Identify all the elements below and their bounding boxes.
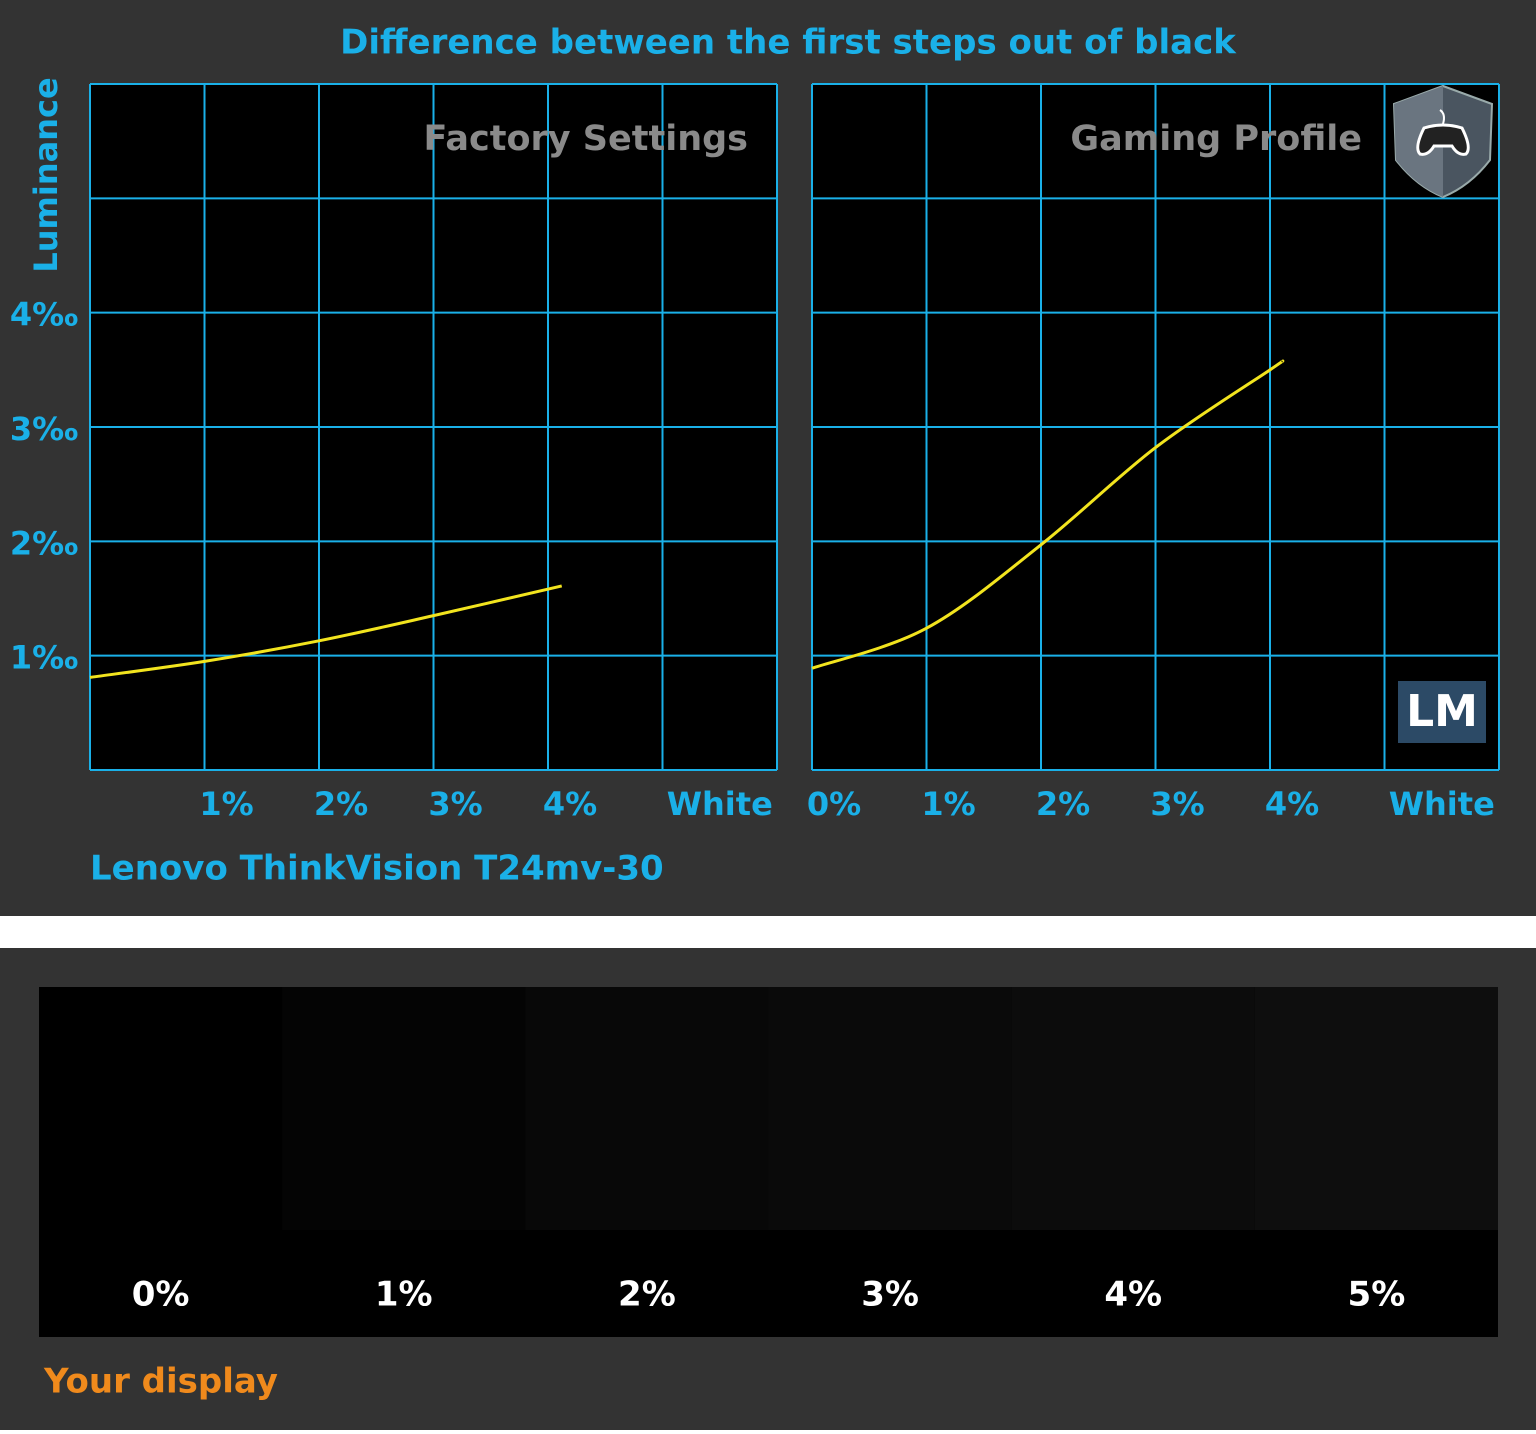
shield-logo [1392,84,1494,199]
x-tick-label: White [1389,785,1495,823]
swatch-label: 2% [618,1275,676,1315]
swatch-label: 1% [375,1275,433,1315]
swatch [525,987,769,1230]
y-tick-label: 4‰ [10,296,78,334]
swatch-label: 3% [861,1275,919,1315]
swatch [282,987,526,1230]
panel-title: Gaming Profile [1070,119,1362,159]
lm-logo: LM [1398,681,1486,743]
x-tick-label: 3% [428,785,482,823]
swatch [39,987,283,1230]
data-line [811,359,1285,670]
y-axis-label: Luminance [27,77,65,272]
x-tick-label: 2% [1036,785,1090,823]
panel-title: Factory Settings [424,119,748,159]
x-tick-label: 0% [807,785,861,823]
swatch [1011,987,1255,1230]
caption: Lenovo ThinkVision T24mv-30 [90,849,664,889]
swatch [1254,987,1498,1230]
chart-title: Difference between the first steps out o… [340,23,1237,63]
swatch-label: 5% [1348,1275,1406,1315]
x-tick-label: 1% [921,785,975,823]
x-tick-label: 4% [543,785,597,823]
logo-box [1398,681,1486,743]
swatches: 0% 1% 2% 3% 4% 5% [39,987,1498,1315]
x-tick-label: 2% [314,785,368,823]
footer: Your display [43,1362,278,1402]
swatch-label: 4% [1104,1275,1162,1315]
x-tick-label: 1% [199,785,253,823]
x-tick-label: White [667,785,773,823]
logo-text: LM [1406,686,1478,737]
line-chart: 0% 1% 2% 3% 4% White Gaming Profile [807,83,1500,823]
charts: 1‰ 2‰ 3‰ 4‰ 1% 2% 3% 4% White Factory Settings 0% 1… [10,83,1500,823]
y-tick-label: 2‰ [10,524,78,562]
swatch [768,987,1012,1230]
x-tick-label: 3% [1150,785,1204,823]
y-tick-label: 3‰ [10,410,78,448]
y-tick-label: 1‰ [10,639,78,677]
data-line [89,584,563,679]
line-chart: 1‰ 2‰ 3‰ 4‰ 1% 2% 3% 4% White Factory Settings [10,83,778,823]
swatch-label: 0% [132,1275,190,1315]
x-tick-label: 4% [1265,785,1319,823]
